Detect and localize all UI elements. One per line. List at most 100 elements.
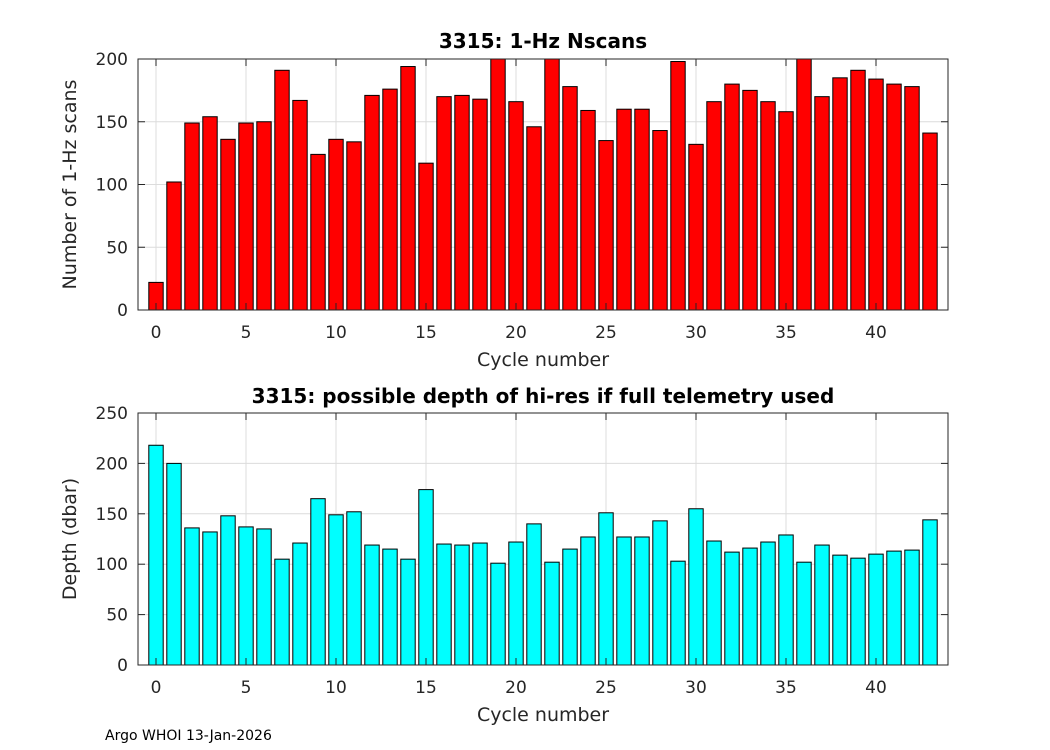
nscans-bar — [382, 88, 398, 311]
nscans-bar — [472, 98, 488, 311]
nscans-ytick-label: 150 — [96, 113, 128, 133]
depth-bar — [904, 549, 920, 666]
nscans-bar — [652, 130, 668, 311]
nscans-bar — [886, 83, 902, 311]
depth-bar — [922, 519, 938, 666]
depth-bar — [598, 512, 614, 666]
nscans-xtick-label: 35 — [775, 323, 797, 343]
nscans-bar — [364, 94, 380, 311]
depth-bar — [706, 540, 722, 666]
depth-bar — [544, 561, 560, 666]
depth-bar — [382, 548, 398, 666]
depth-x-axis-label: Cycle number — [477, 704, 609, 726]
nscans-bar — [706, 101, 722, 311]
nscans-bar — [580, 109, 596, 311]
nscans-bar — [562, 86, 578, 311]
nscans-xtick-label: 15 — [415, 323, 437, 343]
depth-bar — [760, 541, 776, 666]
nscans-xtick-label: 20 — [505, 323, 527, 343]
depth-bar — [490, 562, 506, 666]
depth-bar — [634, 536, 650, 666]
depth-chart-title: 3315: possible depth of hi-res if full t… — [252, 384, 835, 408]
depth-bar — [454, 544, 470, 666]
nscans-bar — [598, 140, 614, 311]
nscans-bar — [850, 69, 866, 311]
nscans-bar — [490, 58, 506, 311]
depth-bar — [724, 551, 740, 666]
depth-ytick-label: 100 — [96, 555, 128, 575]
depth-xtick-label: 0 — [151, 678, 162, 698]
depth-bar — [652, 520, 668, 666]
depth-xtick-label: 35 — [775, 678, 797, 698]
depth-bar — [364, 544, 380, 666]
nscans-ytick-label: 0 — [117, 301, 128, 321]
nscans-xtick-label: 30 — [685, 323, 707, 343]
nscans-bar — [292, 99, 308, 311]
nscans-bar — [814, 96, 830, 311]
depth-bar — [400, 558, 416, 666]
footer-stamp: Argo WHOI 13-Jan-2026 — [105, 728, 272, 744]
depth-ytick-label: 200 — [96, 454, 128, 474]
depth-ytick-label: 0 — [117, 656, 128, 676]
depth-bar — [742, 547, 758, 666]
nscans-bar — [454, 94, 470, 311]
depth-bar — [796, 561, 812, 666]
depth-xtick-label: 40 — [865, 678, 887, 698]
nscans-bar — [832, 77, 848, 311]
nscans-bar — [868, 78, 884, 311]
nscans-ytick-label: 100 — [96, 176, 128, 196]
depth-bar — [508, 541, 524, 666]
nscans-bar — [274, 69, 290, 311]
depth-xtick-label: 20 — [505, 678, 527, 698]
nscans-bar — [346, 141, 362, 311]
nscans-bar — [670, 61, 686, 311]
nscans-bar — [742, 89, 758, 311]
depth-bar — [670, 560, 686, 666]
depth-ytick-label: 150 — [96, 505, 128, 525]
nscans-bar — [184, 122, 200, 311]
nscans-bar — [688, 143, 704, 311]
depth-bar — [832, 554, 848, 666]
nscans-bar — [400, 66, 416, 311]
nscans-xtick-label: 40 — [865, 323, 887, 343]
nscans-bar — [634, 108, 650, 311]
depth-y-axis-label: Depth (dbar) — [59, 478, 81, 600]
depth-bar — [868, 553, 884, 666]
nscans-ytick-label: 50 — [106, 238, 128, 258]
nscans-bar — [220, 138, 236, 311]
nscans-bar — [202, 116, 218, 311]
depth-bar — [310, 498, 326, 666]
depth-bar — [688, 508, 704, 666]
depth-chart: 0 5 10 15 20 25 30 35 40 0 50 100 150 200 250 3315: pos… — [59, 384, 949, 726]
nscans-ytick-label: 200 — [96, 50, 128, 70]
nscans-bar — [328, 138, 344, 311]
nscans-bar — [436, 96, 452, 311]
depth-bar — [562, 548, 578, 666]
nscans-bar — [904, 86, 920, 311]
depth-bar — [238, 526, 254, 666]
nscans-bar — [616, 108, 632, 311]
depth-xtick-label: 15 — [415, 678, 437, 698]
depth-ytick-label: 250 — [96, 404, 128, 424]
depth-xtick-label: 10 — [325, 678, 347, 698]
nscans-x-axis-label: Cycle number — [477, 349, 609, 371]
depth-bar — [778, 534, 794, 666]
nscans-xtick-label: 25 — [595, 323, 617, 343]
nscans-bar — [526, 126, 542, 311]
depth-bar — [418, 489, 434, 666]
nscans-bar — [166, 181, 182, 311]
nscans-bar — [724, 83, 740, 311]
nscans-bar — [418, 162, 434, 311]
nscans-bar — [796, 58, 812, 311]
depth-bar — [148, 444, 164, 666]
depth-bar — [580, 536, 596, 666]
nscans-xtick-label: 0 — [151, 323, 162, 343]
depth-xtick-label: 5 — [241, 678, 252, 698]
nscans-bar — [256, 121, 272, 311]
depth-bar — [220, 515, 236, 666]
nscans-bar — [778, 111, 794, 311]
depth-bar — [166, 462, 182, 666]
depth-bar — [526, 523, 542, 666]
nscans-xtick-label: 10 — [325, 323, 347, 343]
